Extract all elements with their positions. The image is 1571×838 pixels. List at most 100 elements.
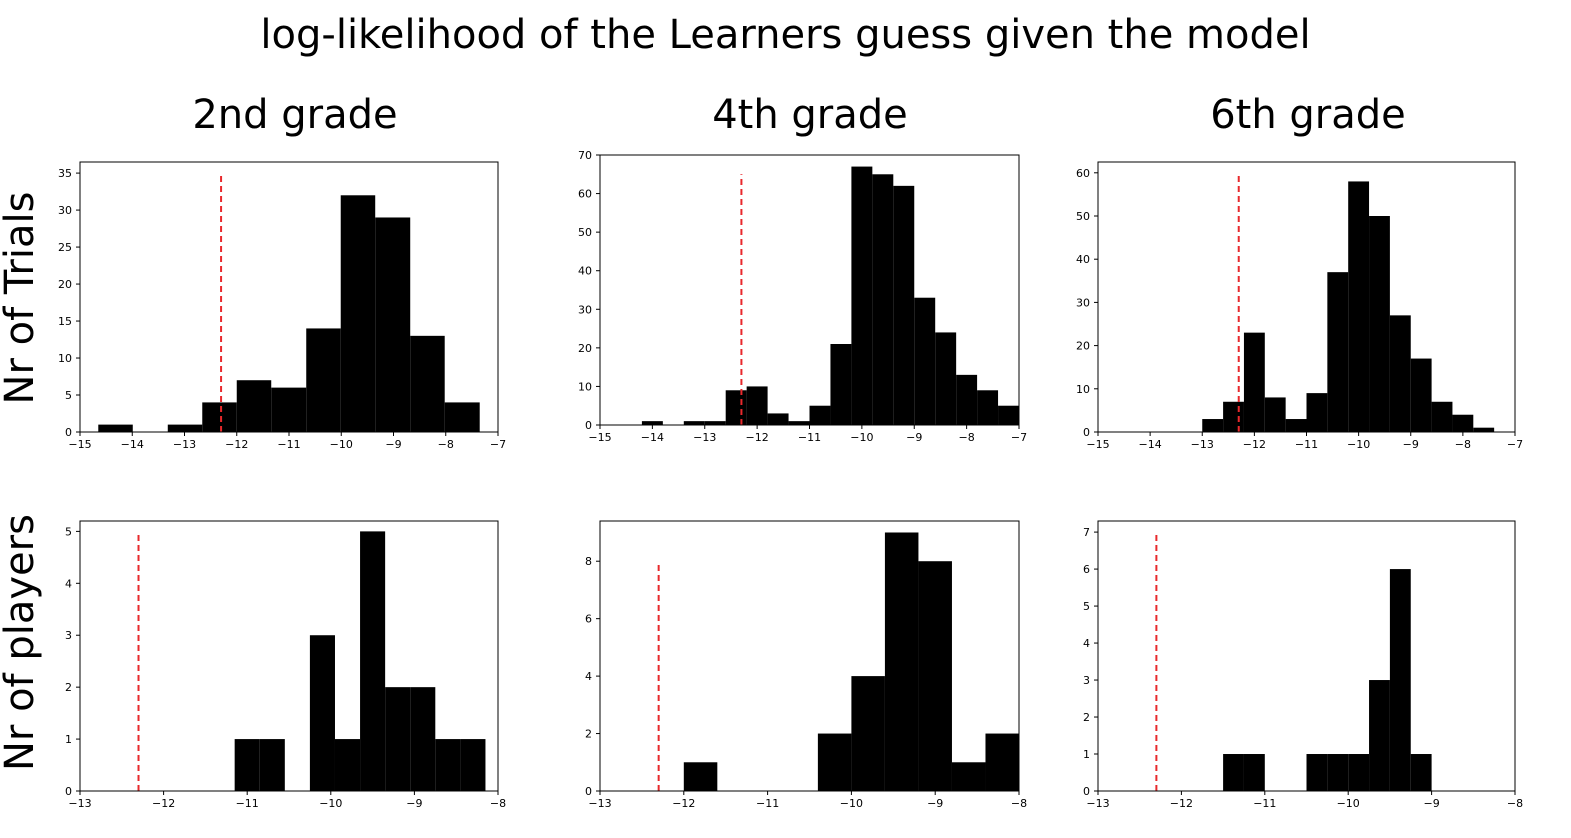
x-tick-label: −8 <box>1011 797 1027 810</box>
x-tick-label: −15 <box>588 431 611 444</box>
histogram-bar <box>725 390 747 425</box>
histogram-bar <box>767 413 789 425</box>
histogram-bar <box>1306 393 1328 432</box>
histogram-bar <box>1264 397 1286 432</box>
y-tick-label: 3 <box>1083 674 1090 687</box>
x-tick-label: −15 <box>1086 438 1109 451</box>
x-tick-label: −11 <box>756 797 779 810</box>
histogram-bar <box>851 676 885 791</box>
histogram-bar <box>893 185 915 425</box>
panel-players-6th-grade: −13 −12 −11 −10 −9 −8 0 1 2 3 4 5 6 7 <box>1083 520 1523 810</box>
y-tick-label: 30 <box>58 204 72 217</box>
y-tick-label: 4 <box>585 670 592 683</box>
histogram-bar <box>746 386 768 425</box>
x-tick-label: −7 <box>1507 438 1523 451</box>
x-tick-label: −7 <box>1011 431 1027 444</box>
histogram-bar <box>985 733 1019 791</box>
x-tick-label: −8 <box>438 438 454 451</box>
y-tick-label: 6 <box>1083 563 1090 576</box>
x-tick-label: −11 <box>1295 438 1318 451</box>
y-tick-label: 20 <box>58 278 72 291</box>
figure-title: log-likelihood of the Learners guess giv… <box>260 12 1311 58</box>
histogram-bar <box>1389 569 1411 791</box>
histogram-bar <box>918 561 952 791</box>
column-title-6th-grade: 6th grade <box>1210 92 1406 138</box>
y-tick-label: 60 <box>1076 167 1090 180</box>
x-tick-label: −13 <box>1086 797 1109 810</box>
x-tick-label: −12 <box>672 797 695 810</box>
x-tick-label: −9 <box>927 797 943 810</box>
histogram-bar <box>202 402 237 432</box>
histogram-bar <box>956 374 978 425</box>
histogram-bar <box>977 390 999 425</box>
histogram-bar <box>306 328 341 432</box>
y-tick-label: 60 <box>578 188 592 201</box>
x-tick-label: −15 <box>68 438 91 451</box>
x-tick-label: −13 <box>588 797 611 810</box>
histogram-bar <box>872 174 894 425</box>
x-tick-label: −14 <box>1139 438 1162 451</box>
histogram-bar <box>851 166 873 426</box>
y-tick-label: 70 <box>578 149 592 162</box>
y-tick-label: 10 <box>1076 383 1090 396</box>
y-tick-label: 6 <box>585 613 592 626</box>
histogram-bar <box>1389 315 1411 432</box>
x-tick-label: −14 <box>121 438 144 451</box>
x-tick-label: −9 <box>906 431 922 444</box>
y-tick-label: 0 <box>585 419 592 432</box>
histogram-bar <box>460 739 486 791</box>
histogram-bar <box>435 739 461 791</box>
x-tick-label: −10 <box>840 797 863 810</box>
x-tick-label: −9 <box>385 438 401 451</box>
y-tick-label: 40 <box>1076 253 1090 266</box>
histogram-bar <box>998 405 1019 425</box>
histogram-bar <box>309 635 335 791</box>
histogram-bar <box>1243 332 1265 432</box>
histogram-bar <box>334 739 361 791</box>
y-tick-label: 1 <box>1083 748 1090 761</box>
y-tick-label: 7 <box>1083 526 1090 539</box>
histogram-bar <box>234 739 260 791</box>
x-tick-label: −11 <box>1253 797 1276 810</box>
histogram-bar <box>259 739 285 791</box>
y-tick-label: 0 <box>65 785 72 798</box>
y-tick-label: 10 <box>578 380 592 393</box>
histogram-bar <box>1243 754 1265 791</box>
histogram-bar <box>1369 216 1390 432</box>
x-tick-label: −13 <box>173 438 196 451</box>
panel-trials-2nd-grade: −15 −14 −13 −12 −11 −10 −9 −8 −7 0 5 10 15 20 25 30 35 <box>58 161 506 451</box>
y-tick-label: 2 <box>65 681 72 694</box>
x-tick-label: −12 <box>746 431 769 444</box>
x-tick-label: −10 <box>319 797 342 810</box>
x-tick-label: −11 <box>236 797 259 810</box>
y-tick-label: 5 <box>65 525 72 538</box>
y-tick-label: 35 <box>58 167 72 180</box>
x-tick-label: −8 <box>1455 438 1471 451</box>
y-tick-label: 50 <box>1076 210 1090 223</box>
y-tick-label: 3 <box>65 629 72 642</box>
x-tick-label: −10 <box>1337 797 1360 810</box>
x-tick-label: −9 <box>1423 797 1439 810</box>
column-title-2nd-grade: 2nd grade <box>192 92 398 138</box>
x-tick-label: −13 <box>68 797 91 810</box>
panel-players-4th-grade: −13 −12 −11 −10 −9 −8 0 2 4 6 8 <box>585 520 1027 810</box>
x-tick-label: −8 <box>490 797 506 810</box>
histogram-bar <box>1306 754 1328 791</box>
y-tick-label: 30 <box>578 303 592 316</box>
y-tick-label: 5 <box>65 389 72 402</box>
histogram-bar <box>1285 419 1307 432</box>
y-tick-label: 20 <box>1076 340 1090 353</box>
axes-frame <box>79 520 499 792</box>
histogram-bar <box>167 424 203 432</box>
histogram-bar <box>1348 754 1370 791</box>
y-tick-label: 25 <box>58 241 72 254</box>
x-tick-label: −12 <box>152 797 175 810</box>
histogram-bar <box>641 421 663 425</box>
y-tick-label: 0 <box>65 426 72 439</box>
y-tick-label: 15 <box>58 315 72 328</box>
histogram-bar <box>1202 419 1224 432</box>
y-tick-label: 0 <box>1083 785 1090 798</box>
histogram-bar <box>1327 272 1349 432</box>
histogram-bar <box>704 421 726 425</box>
